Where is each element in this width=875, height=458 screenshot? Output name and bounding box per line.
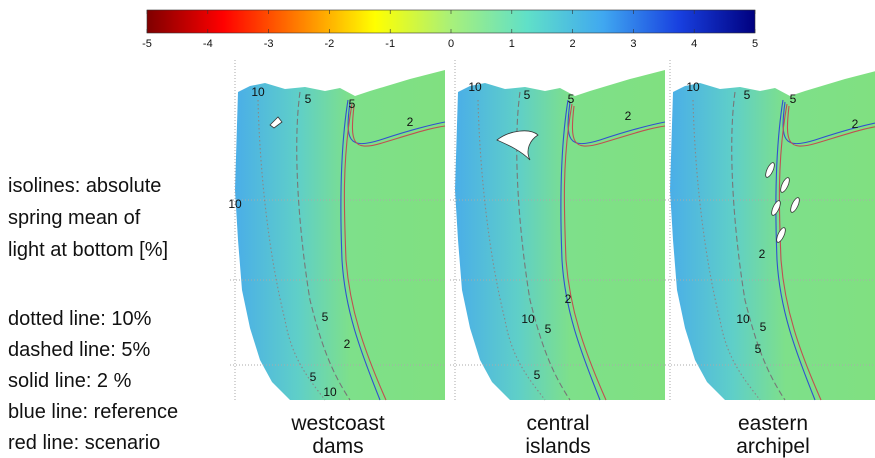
map-panel: 10 5 5 2 2 10 5 5 — [450, 60, 666, 401]
isoline-label: 2 — [407, 115, 414, 129]
isoline-label: 5 — [310, 370, 317, 384]
legend-item: solid line: 2 % — [8, 370, 132, 392]
colorbar-tick-label: 3 — [630, 38, 636, 50]
isoline-label: 10 — [686, 80, 700, 94]
isoline-label: 10 — [468, 80, 482, 94]
legend-title: light at bottom [%] — [8, 239, 168, 261]
panel-label: westcoast — [290, 412, 385, 435]
isoline-label: 5 — [545, 322, 552, 336]
map-panel: 10 5 5 2 10 2 5 5 10 — [228, 60, 446, 401]
colorbar-tick-label: 2 — [570, 38, 576, 50]
legend-item: red line: scenario — [8, 432, 160, 454]
isoline-label: 5 — [568, 92, 575, 106]
isoline-label: 5 — [790, 92, 797, 106]
island — [496, 130, 539, 161]
isoline-label: 10 — [251, 85, 265, 99]
sea-area — [235, 70, 445, 400]
isoline-label: 2 — [852, 117, 859, 131]
legend: isolines: absolute spring mean of light at… — [8, 175, 178, 454]
isoline-label: 5 — [744, 88, 751, 102]
isoline-label: 5 — [305, 92, 312, 106]
isoline-label: 10 — [521, 312, 535, 326]
legend-item: blue line: reference — [8, 401, 178, 423]
island — [765, 162, 775, 178]
legend-item: dotted line: 10% — [8, 308, 152, 330]
colorbar-tick-label: -1 — [385, 38, 395, 50]
sea-area — [455, 70, 665, 400]
isoline-label: 5 — [760, 320, 767, 334]
colorbar-tick-label: 1 — [509, 38, 515, 50]
isoline-label: 5 — [322, 310, 329, 324]
legend-title: isolines: absolute — [8, 175, 161, 197]
colorbar-tick-label: 0 — [448, 38, 454, 50]
sea-area — [670, 70, 875, 400]
isoline-label: 2 — [565, 292, 572, 306]
dam — [269, 116, 283, 129]
panel-label: archipel — [736, 435, 810, 458]
isoline-label: 2 — [759, 247, 766, 261]
island — [790, 197, 800, 213]
isoline-label: 5 — [534, 368, 541, 382]
isoline-label: 5 — [349, 97, 356, 111]
colorbar-ticks: -5 -4 -3 -2 -1 0 1 2 3 4 5 — [142, 10, 758, 50]
legend-item: dashed line: 5% — [8, 339, 151, 361]
colorbar-tick-label: -4 — [203, 38, 213, 50]
colorbar-tick-label: -3 — [264, 38, 274, 50]
map-panel: 10 5 5 2 2 10 5 5 — [665, 60, 875, 401]
legend-title: spring mean of — [8, 207, 141, 229]
panel-label: eastern — [738, 412, 808, 435]
isoline-label: 2 — [625, 109, 632, 123]
colorbar-tick-label: 4 — [691, 38, 697, 50]
isoline-label: 5 — [524, 88, 531, 102]
isoline-label: 5 — [755, 342, 762, 356]
island — [771, 200, 781, 216]
island — [780, 177, 790, 193]
colorbar-tick-label: 5 — [752, 38, 758, 50]
panel-label: dams — [312, 435, 363, 458]
panel-label: central — [526, 412, 589, 435]
island — [776, 227, 786, 243]
isoline-label: 2 — [344, 337, 351, 351]
isoline-label: 10 — [323, 385, 337, 399]
isoline-label: 10 — [736, 312, 750, 326]
isoline-label: 10 — [228, 197, 242, 211]
panel-label: islands — [525, 435, 590, 458]
colorbar-tick-label: -5 — [142, 38, 152, 50]
colorbar-tick-label: -2 — [325, 38, 335, 50]
